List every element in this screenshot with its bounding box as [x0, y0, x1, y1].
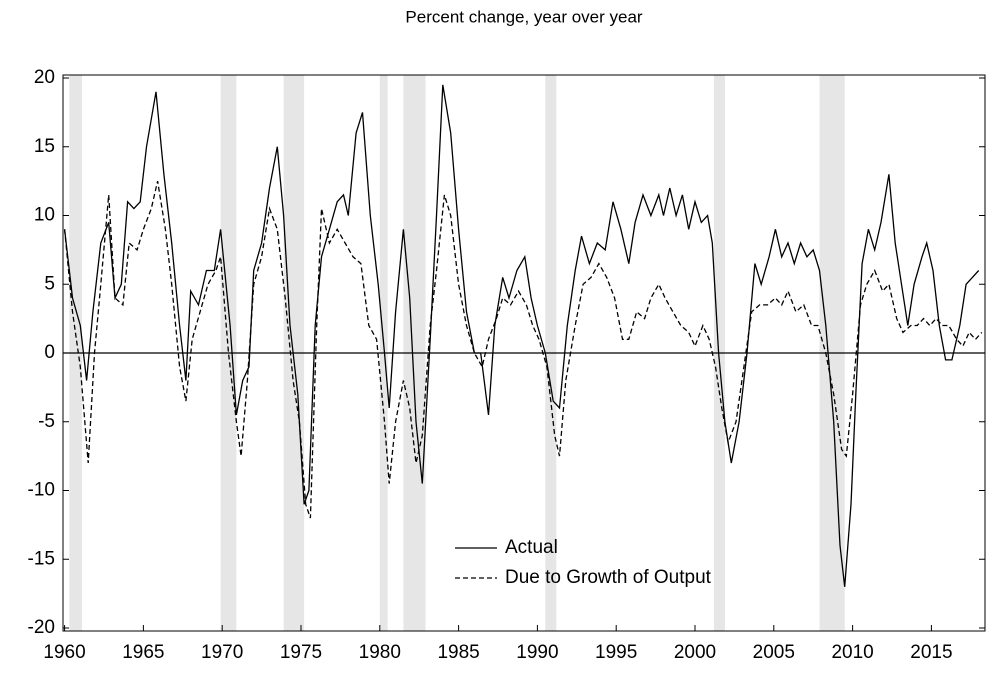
y-tick-label: 5 — [44, 273, 55, 294]
y-tick-label: 20 — [34, 67, 55, 88]
y-tick-label: 10 — [34, 205, 55, 226]
x-tick-label: 1995 — [595, 642, 637, 663]
x-tick-label: 1990 — [516, 642, 558, 663]
y-tick-label: -5 — [38, 411, 55, 432]
chart-title: Percent change, year over year — [405, 7, 643, 26]
y-tick-label: -20 — [28, 617, 55, 638]
x-tick-label: 1960 — [43, 642, 85, 663]
y-tick-label: -10 — [28, 480, 55, 501]
x-tick-label: 1970 — [201, 642, 243, 663]
x-tick-label: 1975 — [280, 642, 322, 663]
x-tick-label: 1980 — [359, 642, 401, 663]
series-line — [63, 84, 980, 587]
y-tick-label: 15 — [34, 136, 55, 157]
x-tick-label: 2015 — [910, 642, 952, 663]
x-tick-label: 2010 — [831, 642, 873, 663]
series-line — [63, 180, 983, 519]
x-tick-label: 1985 — [437, 642, 479, 663]
y-tick-label: 0 — [44, 342, 55, 363]
x-tick-label: 2000 — [674, 642, 716, 663]
y-tick-label: -15 — [28, 548, 55, 569]
x-tick-label: 2005 — [753, 642, 795, 663]
legend-label: Due to Growth of Output — [505, 567, 712, 588]
x-tick-label: 1965 — [122, 642, 164, 663]
legend-label: Actual — [505, 537, 558, 558]
